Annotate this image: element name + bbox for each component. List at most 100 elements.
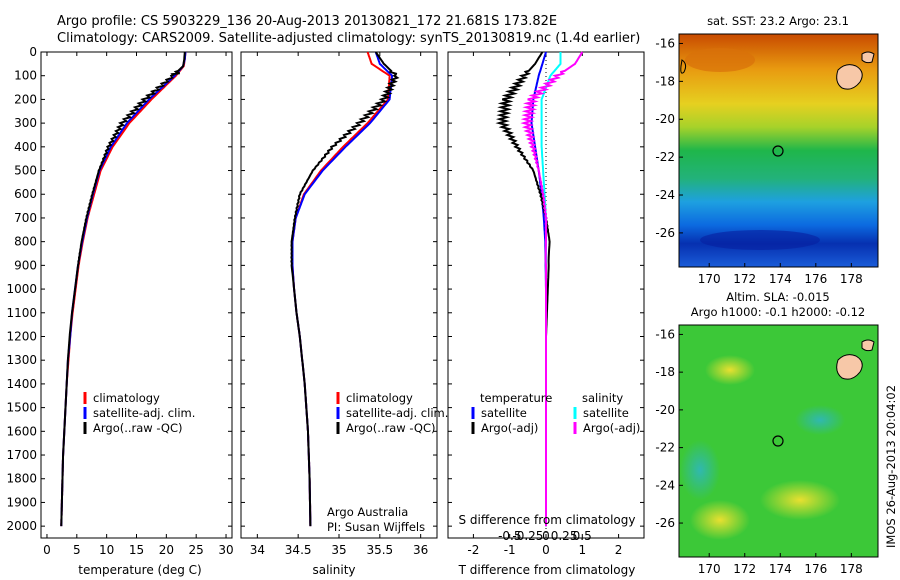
header-line-1: Argo profile: CS 5903229_136 20-Aug-2013… [57,14,557,29]
salinity-tick-label: 34 [250,543,265,557]
sst-lon-tick-label: 170 [698,272,721,286]
depth-tick-label: 1900 [6,495,37,509]
panel-frame [240,51,438,539]
argo-float-marker [772,145,784,157]
salinity-xlabel: salinity [312,563,355,577]
temperature-tick-label: 15 [129,543,144,557]
salinity-legend: climatology satellite-adj. clim. Argo(..… [327,391,448,534]
legend-salinity-title: salinity [582,391,623,405]
sst-lat-tick-label: -20 [655,112,675,126]
depth-tick-label: 400 [14,140,37,154]
sst-lat-tick-label: -22 [655,150,675,164]
t-difference-tick-label: 2 [615,543,623,557]
temperature-tick-label: 0 [43,543,51,557]
s-difference-tick-label: 0.5 [573,529,592,543]
credit-pi: PI: Susan Wijffels [327,520,425,534]
s-difference-label: S difference from climatology [459,513,636,527]
sst-map-frame [678,33,879,268]
sla-lon-tick-label: 176 [804,562,827,576]
sst-cold-patch [700,230,820,250]
salinity-tick-label: 35.5 [366,543,393,557]
sla-high-patch-3 [705,355,755,385]
sst-lat-tick-label: -26 [655,226,675,240]
legend-argo: Argo(..raw -QC) [346,421,436,435]
temperature-tick-label: 30 [218,543,233,557]
sla-lat-tick-label: -20 [655,403,675,417]
depth-tick-label: 700 [14,211,37,225]
sla-high-patch-1 [760,480,840,520]
salinity-tick-label: 34.5 [285,543,312,557]
t-difference-tick-label: 1 [578,543,586,557]
depth-tick-label: 200 [14,92,37,106]
sla-lon-tick-label: 178 [840,562,863,576]
fiji-island-north [861,51,875,64]
sst-lat-tick-label: -16 [655,36,675,50]
s-difference-tick-label: -0.5 [498,529,521,543]
depth-tick-label: 0 [29,45,37,59]
t-difference-tick-label: -2 [467,543,479,557]
sst-map-title: sat. SST: 23.2 Argo: 23.1 [707,14,849,28]
depth-tick-label: 1400 [6,377,37,391]
sla-lat-tick-label: -26 [655,516,675,530]
sla-low-patch-1 [680,440,720,500]
depth-tick-label: 900 [14,258,37,272]
salinity-tick-label: 36 [413,543,428,557]
depth-tick-label: 1600 [6,424,37,438]
difference-legend: temperature salinity satellite Argo(-adj… [471,391,640,435]
argo-float-marker [772,435,784,447]
depth-tick-label: 100 [14,69,37,83]
depth-tick-label: 1800 [6,472,37,486]
depth-tick-label: 1300 [6,353,37,367]
depth-tick-label: 2000 [6,519,37,533]
salinity-series-argo [290,51,400,527]
sla-map: Altim. SLA: -0.015 Argo h1000: -0.1 h200… [655,290,879,576]
sla-map-title-2: Argo h1000: -0.1 h2000: -0.12 [691,305,865,319]
temperature-tick-label: 20 [159,543,174,557]
sst-lon-tick-label: 178 [840,272,863,286]
sst-map-ticks: 170 172 174 176 178 -16 -18 -20 -22 -24 -26 [655,36,862,286]
sst-lon-tick-label: 172 [733,272,756,286]
temperature-tick-label: 5 [73,543,81,557]
coast-west [680,59,687,74]
sla-map-title-1: Altim. SLA: -0.015 [726,290,830,304]
s-difference-tick-label: 0.25 [551,529,578,543]
legend-temperature-title: temperature [480,391,552,405]
fiji-island [836,64,863,90]
sla-low-patch-2 [795,405,845,435]
sst-lat-tick-label: -18 [655,74,675,88]
sst-warm-patch [685,48,755,72]
sst-map: sat. SST: 23.2 Argo: 23.1 170 172 174 176 17… [655,14,879,286]
salinity-series-satellite [291,51,394,527]
temperature-panel: 0 5 10 15 20 25 30 [40,51,234,557]
sla-lat-tick-label: -18 [655,365,675,379]
sst-lat-tick-label: -24 [655,188,675,202]
temperature-legend: climatology satellite-adj. clim. Argo(..… [83,391,195,435]
header-line-2: Climatology: CARS2009. Satellite-adjuste… [57,31,640,46]
sla-map-ticks: 170 172 174 176 178 -16 -18 -20 -22 -24 -26 [655,327,862,576]
legend-s-argo: Argo(-adj) [583,421,640,435]
difference-series-s-satellite [540,52,562,527]
fiji-island-north [861,339,875,352]
salinity-panel: 34 34.5 35 35.5 36 [240,51,438,557]
legend-t-satellite: satellite [481,406,527,420]
sst-lon-tick-label: 174 [769,272,792,286]
sst-lon-tick-label: 176 [804,272,827,286]
sla-lon-tick-label: 170 [698,562,721,576]
t-difference-tick-label: 0 [542,543,550,557]
depth-tick-label: 800 [14,235,37,249]
depth-tick-label: 1000 [6,282,37,296]
sla-lat-tick-label: -16 [655,327,675,341]
temperature-xlabel: temperature (deg C) [78,563,201,577]
temperature-tick-label: 25 [189,543,204,557]
salinity-series-climatology [291,51,391,527]
credit-argo-australia: Argo Australia [327,505,408,519]
temperature-tick-label: 10 [99,543,114,557]
temperature-series-satellite [60,52,187,527]
depth-tick-label: 300 [14,116,37,130]
legend-argo: Argo(..raw -QC) [93,421,183,435]
difference-series-s-argo [520,51,584,527]
depth-tick-label: 1500 [6,401,37,415]
sla-lat-tick-label: -24 [655,478,675,492]
